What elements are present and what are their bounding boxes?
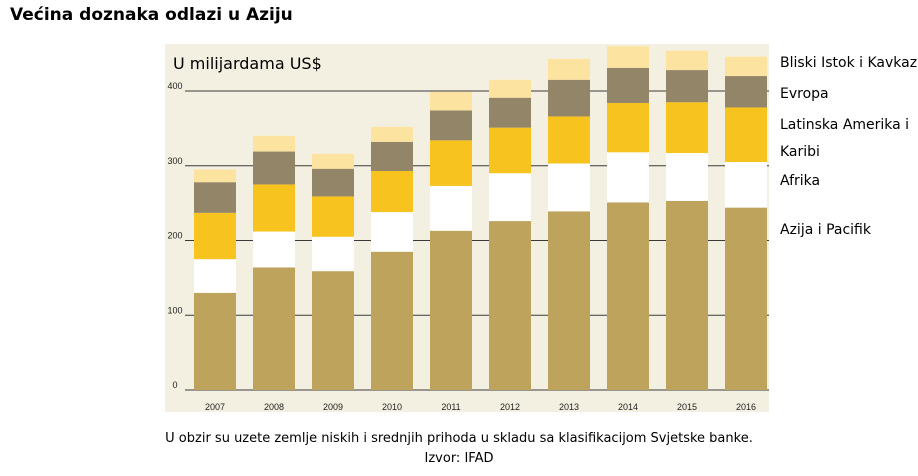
x-tick-label-2009: 2009 xyxy=(323,402,343,412)
bar-azija-i-pacifik-2015 xyxy=(666,200,708,390)
bar-evropa-2013 xyxy=(548,79,590,117)
bar-evropa-2014 xyxy=(607,67,649,103)
legend-latinska-amerika-i: Latinska Amerika i xyxy=(780,117,910,133)
bar-bliski-istok-i-kavkaz-2014 xyxy=(607,46,649,68)
y-tick-label: 0 xyxy=(172,380,177,390)
bar-bliski-istok-i-kavkaz-2013 xyxy=(548,58,590,80)
x-tick-label-2008: 2008 xyxy=(264,402,284,412)
bar-azija-i-pacifik-2016 xyxy=(725,207,767,390)
bar-azija-i-pacifik-2010 xyxy=(371,251,413,390)
x-tick-label-2015: 2015 xyxy=(677,402,697,412)
bar-bliski-istok-i-kavkaz-2012 xyxy=(489,79,531,98)
bar-latinska-amerika-i-karibi-2010 xyxy=(371,170,413,213)
bar-afrika-2015 xyxy=(666,153,708,201)
legend-karibi: Karibi xyxy=(780,144,820,160)
chart-panel: 0 100 200 300 400 2007 2008 2009 2010 2011 2012 20… xyxy=(165,44,769,412)
bar-afrika-2016 xyxy=(725,162,767,208)
x-tick-label-2007: 2007 xyxy=(205,402,225,412)
x-tick-label-2016: 2016 xyxy=(736,402,756,412)
stacked-bar-chart: 0 100 200 300 400 2007 2008 2009 2010 2011 2012 20… xyxy=(167,46,769,412)
bar-latinska-amerika-i-karibi-2015 xyxy=(666,102,708,154)
bar-bliski-istok-i-kavkaz-2016 xyxy=(725,56,767,77)
bar-bliski-istok-i-kavkaz-2007 xyxy=(194,169,236,183)
bar-azija-i-pacifik-2008 xyxy=(253,267,295,390)
legend-bliski-istok-i-kavkaz: Bliski Istok i Kavkaz xyxy=(780,55,918,71)
x-tick-label-2012: 2012 xyxy=(500,402,520,412)
x-tick-label-2014: 2014 xyxy=(618,402,638,412)
bar-bliski-istok-i-kavkaz-2009 xyxy=(312,153,354,169)
legend-azija-i-pacifik: Azija i Pacifik xyxy=(780,222,871,238)
bar-afrika-2007 xyxy=(194,259,236,293)
bar-bliski-istok-i-kavkaz-2010 xyxy=(371,126,413,142)
y-tick-label: 300 xyxy=(167,156,182,166)
bar-bliski-istok-i-kavkaz-2015 xyxy=(666,50,708,71)
bar-azija-i-pacifik-2009 xyxy=(312,271,354,390)
bar-latinska-amerika-i-karibi-2013 xyxy=(548,116,590,164)
bar-afrika-2011 xyxy=(430,185,472,231)
x-tick-label-2011: 2011 xyxy=(441,402,460,412)
bar-azija-i-pacifik-2012 xyxy=(489,221,531,390)
bar-afrika-2008 xyxy=(253,231,295,268)
y-tick-label: 400 xyxy=(167,81,182,91)
bar-evropa-2008 xyxy=(253,151,295,185)
y-tick-label: 200 xyxy=(167,231,182,241)
bar-evropa-2010 xyxy=(371,141,413,171)
bar-afrika-2014 xyxy=(607,152,649,203)
bar-latinska-amerika-i-karibi-2014 xyxy=(607,102,649,153)
bar-afrika-2010 xyxy=(371,212,413,252)
bar-azija-i-pacifik-2011 xyxy=(430,230,472,390)
bar-evropa-2016 xyxy=(725,76,767,108)
bar-azija-i-pacifik-2013 xyxy=(548,211,590,390)
bar-bliski-istok-i-kavkaz-2008 xyxy=(253,135,295,152)
bar-azija-i-pacifik-2014 xyxy=(607,202,649,390)
x-tick-label-2010: 2010 xyxy=(382,402,402,412)
unit-label: U milijardama US$ xyxy=(173,54,322,73)
legend-afrika: Afrika xyxy=(780,173,821,189)
bar-latinska-amerika-i-karibi-2007 xyxy=(194,212,236,260)
bar-latinska-amerika-i-karibi-2009 xyxy=(312,196,354,237)
bar-afrika-2009 xyxy=(312,236,354,272)
bar-latinska-amerika-i-karibi-2011 xyxy=(430,140,472,186)
bar-afrika-2013 xyxy=(548,163,590,212)
bar-azija-i-pacifik-2007 xyxy=(194,292,236,390)
bar-evropa-2011 xyxy=(430,110,472,141)
legend-evropa: Evropa xyxy=(780,86,829,102)
footnote: U obzir su uzete zemlje niskih i srednji… xyxy=(165,431,753,446)
x-tick-label-2013: 2013 xyxy=(559,402,579,412)
bar-latinska-amerika-i-karibi-2012 xyxy=(489,127,531,174)
bar-latinska-amerika-i-karibi-2008 xyxy=(253,184,295,232)
bar-evropa-2012 xyxy=(489,97,531,128)
bar-evropa-2007 xyxy=(194,182,236,213)
bar-bliski-istok-i-kavkaz-2011 xyxy=(430,91,472,111)
y-tick-label: 100 xyxy=(167,305,182,315)
bar-latinska-amerika-i-karibi-2016 xyxy=(725,107,767,163)
chart-title: Većina doznaka odlazi u Aziju xyxy=(10,5,293,25)
bar-evropa-2015 xyxy=(666,70,708,103)
source-note: Izvor: IFAD xyxy=(424,451,494,466)
bar-afrika-2012 xyxy=(489,173,531,222)
bar-evropa-2009 xyxy=(312,168,354,197)
